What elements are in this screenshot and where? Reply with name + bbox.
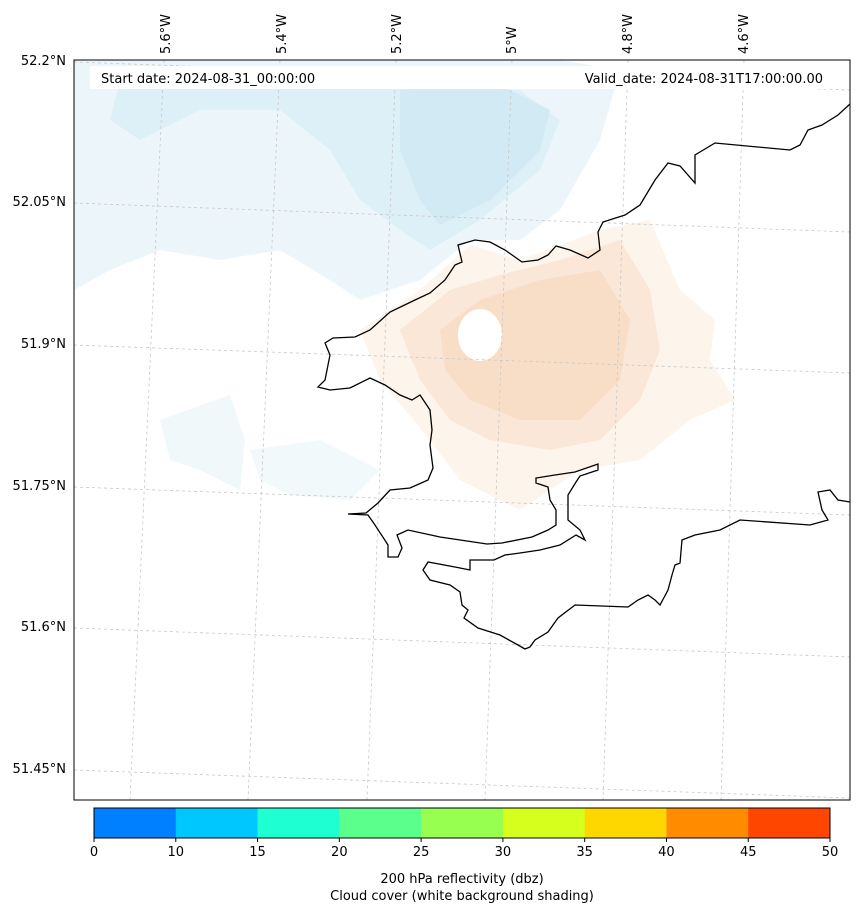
colorbar-segment [748,808,831,838]
colorbar-segment [339,808,422,838]
colorbar-tick-label: 10 [168,845,185,860]
colorbar-caption-line1: 200 hPa reflectivity (dbz) [380,872,543,887]
colorbar-segment [421,808,504,838]
colorbar-tick-label: 35 [576,845,593,860]
colorbar-tick-label: 50 [822,845,839,860]
lat-label: 51.6°N [21,620,66,635]
colorbar-frame [93,807,831,839]
colorbar-caption-line2: Cloud cover (white background shading) [330,889,594,904]
colorbar-tick-label: 30 [495,845,512,860]
lat-label: 51.75°N [13,479,66,494]
colorbar-tick-label: 25 [413,845,430,860]
lon-label: 5.2°W [390,14,405,54]
colorbar-tick-label: 45 [740,845,757,860]
colorbar-segment [666,808,749,838]
reflectivity-shading [360,220,735,510]
start-date: Start date: 2024-08-31_00:00:00 [101,72,315,87]
lon-label: 4.6°W [737,14,752,54]
lat-label: 51.45°N [13,762,66,777]
valid-date: Valid_date: 2024-08-31T17:00:00.00 [585,72,823,87]
longitude-labels: 5.6°W 5.4°W 5.2°W 5°W 4.8°W 4.6°W [159,14,752,54]
lon-label: 5.4°W [275,14,290,54]
colorbar: 0 10 15 20 25 30 35 40 45 50 [90,807,839,860]
coastline [316,103,850,650]
map-frame [73,59,851,801]
lat-label: 51.9°N [21,337,66,352]
lon-label: 5.6°W [159,14,174,54]
colorbar-tick-label: 15 [249,845,266,860]
cloud-cover-shading [74,60,620,500]
colorbar-tick-label: 20 [331,845,348,860]
lon-label: 5°W [505,26,520,54]
lon-label: 4.8°W [621,14,636,54]
colorbar-segment [175,808,259,838]
latitude-labels: 52.2°N 52.05°N 51.9°N 51.75°N 51.6°N 51.… [13,54,66,777]
colorbar-tick-label: 40 [658,845,675,860]
colorbar-tick-label: 0 [90,845,98,860]
colorbar-segment [502,808,586,838]
lat-label: 52.2°N [21,54,66,69]
colorbar-segment [94,808,177,838]
colorbar-segment [584,808,667,838]
colorbar-segment [257,808,340,838]
lat-label: 52.05°N [13,195,66,210]
header-band [90,66,830,89]
